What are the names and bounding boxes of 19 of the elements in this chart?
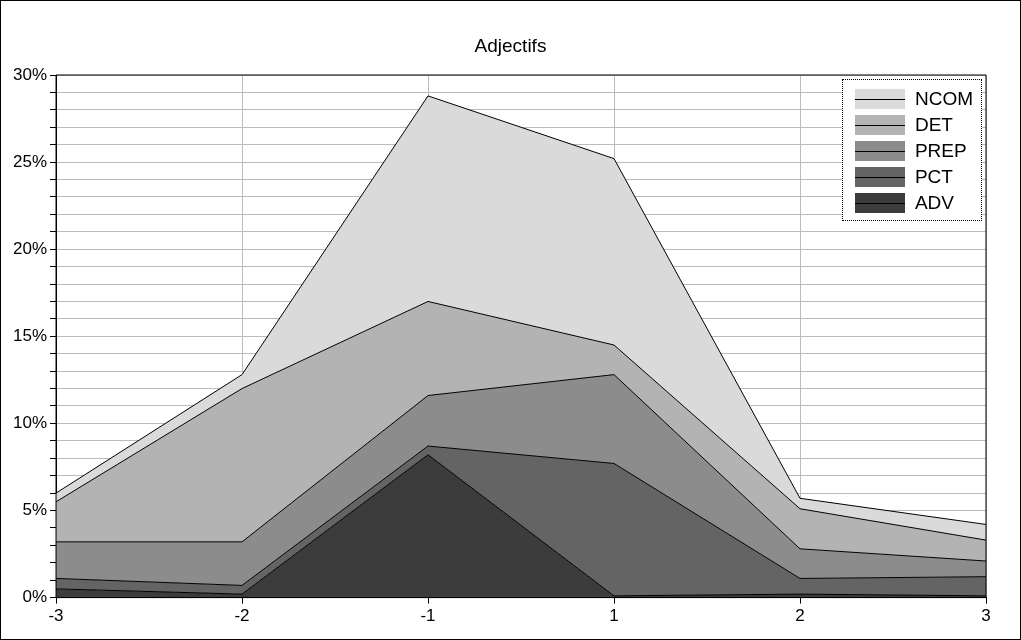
x-tick-label: -1: [420, 606, 436, 626]
y-tick-label: 30%: [12, 64, 48, 84]
y-tick-label: 15%: [12, 325, 48, 345]
y-tick-label: 0%: [22, 587, 48, 607]
legend-label: PREP: [914, 140, 967, 162]
legend-label: DET: [914, 114, 953, 136]
y-tick-label: 10%: [12, 413, 48, 433]
y-tick-label: 20%: [12, 238, 48, 258]
x-tick-label: -3: [48, 606, 64, 626]
y-tick-label: 5%: [22, 500, 48, 520]
x-tick-label: 1: [609, 606, 619, 626]
x-tick-label: 2: [795, 606, 805, 626]
x-tick-label: -2: [234, 606, 250, 626]
chart-title: Adjectifs: [473, 35, 548, 57]
legend-label: PCT: [914, 166, 953, 188]
legend-label: ADV: [914, 192, 955, 214]
y-tick-label: 25%: [12, 151, 48, 171]
legend-label: NCOM: [914, 88, 973, 110]
x-tick-label: 3: [981, 606, 991, 626]
